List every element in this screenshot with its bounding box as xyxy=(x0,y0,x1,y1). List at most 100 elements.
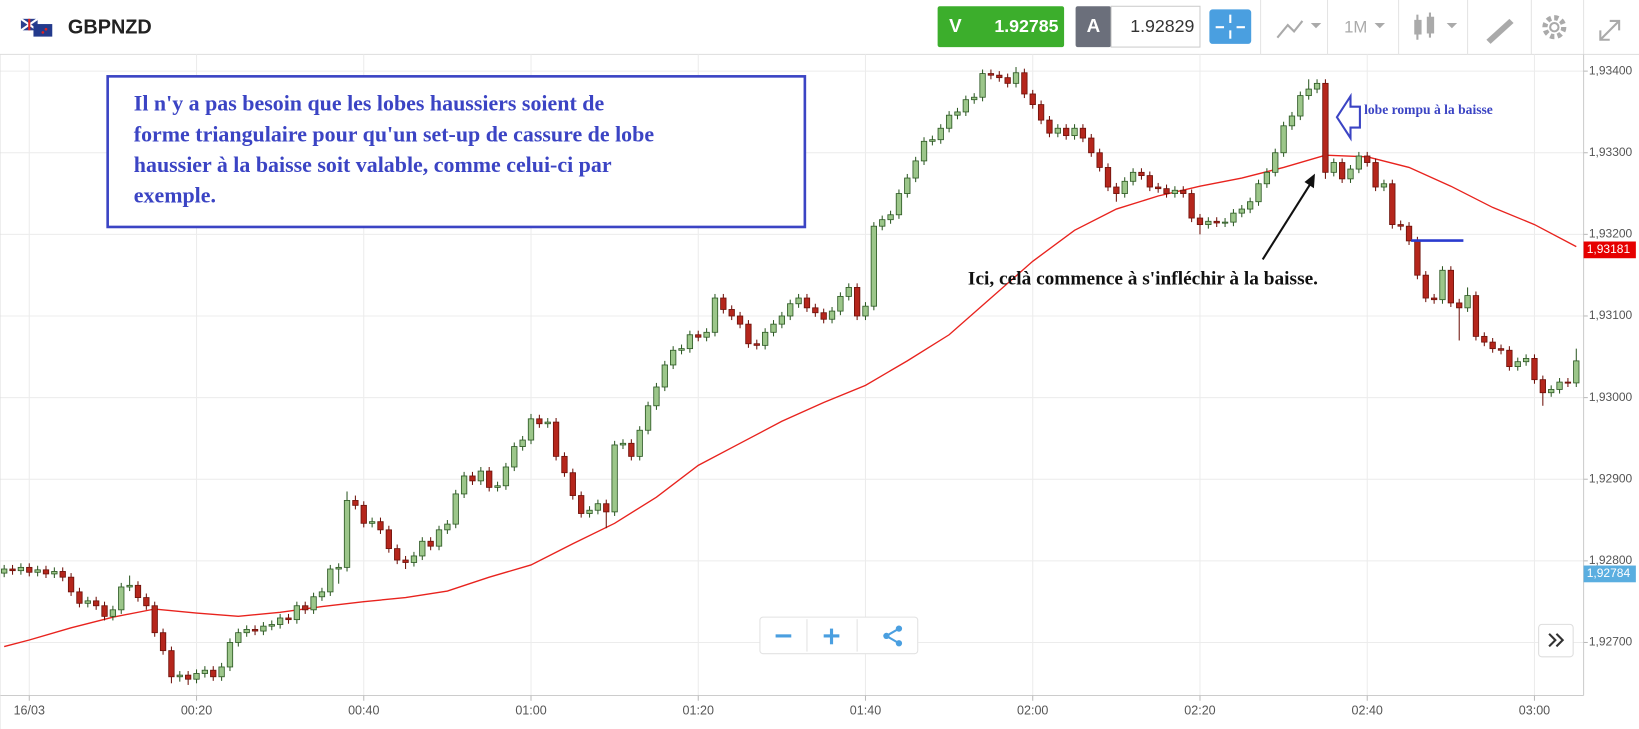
candle-body xyxy=(310,596,317,611)
candle-body xyxy=(1129,171,1137,182)
candle-body xyxy=(477,470,484,482)
candle-body xyxy=(34,569,41,573)
candle-body xyxy=(377,521,384,531)
candle-body xyxy=(644,405,652,431)
candle-body xyxy=(1247,201,1254,210)
candle-body xyxy=(996,74,1003,79)
candle-body xyxy=(1004,77,1011,84)
candle-body xyxy=(1556,381,1563,390)
candle-body xyxy=(619,442,627,446)
candle-body xyxy=(452,493,459,525)
crosshair-button[interactable] xyxy=(1209,9,1252,44)
candle-body xyxy=(1497,348,1505,351)
candle-body xyxy=(394,548,401,561)
candle-body xyxy=(552,421,560,457)
flag-icon xyxy=(20,17,53,37)
candle-body xyxy=(795,297,802,305)
candle-body xyxy=(51,571,58,575)
candle-body xyxy=(1230,212,1237,223)
candle-body xyxy=(586,509,593,514)
candle-body xyxy=(1113,186,1120,194)
candle-body xyxy=(293,605,300,621)
candle-body xyxy=(143,597,150,607)
candle-body xyxy=(728,309,735,317)
lobe-arrow xyxy=(1335,92,1361,142)
candle-body xyxy=(1071,127,1078,137)
candle-body xyxy=(201,669,209,674)
candle-body xyxy=(1155,186,1162,190)
candle-body xyxy=(1447,269,1454,304)
candle-body xyxy=(1372,162,1379,188)
candle-body xyxy=(9,568,16,572)
toolbar-icons[interactable] xyxy=(1260,0,1621,55)
candle-body xyxy=(427,540,434,547)
candle-body xyxy=(904,177,911,194)
sell-label[interactable]: V xyxy=(949,15,962,36)
candle-body xyxy=(1188,193,1195,219)
candle-body xyxy=(778,315,786,325)
candle-body xyxy=(1021,72,1028,95)
candle-body xyxy=(1012,72,1020,84)
x-tick-label: 02:20 xyxy=(1184,704,1215,718)
candle-body xyxy=(1163,188,1170,194)
candle-body xyxy=(210,669,217,678)
buy-price[interactable]: 1.92829 xyxy=(1130,16,1194,36)
candle-body xyxy=(628,442,635,457)
buy-price-box[interactable] xyxy=(1110,5,1201,48)
candle-body xyxy=(971,96,978,101)
symbol: GBPNZD xyxy=(68,16,152,38)
pointer-arrowhead xyxy=(1304,173,1315,189)
candle-body xyxy=(1489,341,1496,350)
candle-body xyxy=(569,472,576,496)
candle-body xyxy=(1481,335,1488,343)
x-tick-label: 00:40 xyxy=(348,704,379,718)
candle-body xyxy=(1146,175,1153,188)
scroll-end-button[interactable] xyxy=(1538,623,1574,658)
x-tick-label: 01:20 xyxy=(683,704,714,718)
candle-body xyxy=(352,500,359,506)
candle-body xyxy=(1506,349,1513,368)
crosshair-icon xyxy=(1215,14,1245,39)
sell-button[interactable] xyxy=(937,6,1065,48)
candle-body xyxy=(736,315,744,325)
candle-body xyxy=(787,303,794,317)
candle-body xyxy=(828,310,836,320)
candle-body xyxy=(486,470,493,488)
candle-body xyxy=(1355,155,1363,170)
note-text: Il n'y a pas besoin que les lobes haussi… xyxy=(134,91,605,116)
candle-body xyxy=(419,540,426,557)
buy-label[interactable]: A xyxy=(1087,15,1101,36)
candle-body xyxy=(360,504,367,524)
candle-body xyxy=(101,605,108,617)
candle-body xyxy=(770,323,777,333)
candle-body xyxy=(185,674,192,680)
sell-price[interactable]: 1.92785 xyxy=(994,16,1058,36)
candle-body xyxy=(929,139,936,142)
candle-body xyxy=(1037,104,1045,121)
candle-body xyxy=(753,343,760,346)
candle-body xyxy=(343,500,351,568)
candle-body xyxy=(1548,389,1555,394)
buy-button[interactable] xyxy=(1075,6,1112,48)
candle-body xyxy=(134,584,142,599)
candle-body xyxy=(1213,220,1220,224)
candle-body xyxy=(670,349,677,366)
candle-body xyxy=(260,625,267,632)
candle-body xyxy=(1029,93,1036,106)
candle-body xyxy=(435,529,443,547)
candle-body xyxy=(193,673,200,680)
timeframe[interactable]: 1M xyxy=(1344,18,1367,37)
candle-body xyxy=(1564,381,1572,384)
candle-body xyxy=(678,348,685,351)
candle-body xyxy=(1414,240,1421,276)
candle-body xyxy=(511,446,518,468)
candle-body xyxy=(151,605,158,634)
candle-body xyxy=(987,73,995,76)
candle-body xyxy=(686,334,694,350)
candle-body xyxy=(84,600,91,604)
zoom-controls[interactable] xyxy=(759,616,919,655)
candle-body xyxy=(502,466,510,487)
candle-body xyxy=(1573,360,1580,384)
candle-body xyxy=(1347,168,1354,180)
